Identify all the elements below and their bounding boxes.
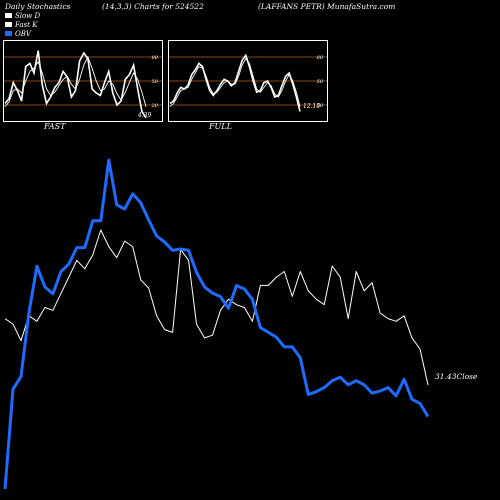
- fast-last-value-label: 4.39: [137, 112, 152, 119]
- legend-item-slow-d: Slow D: [5, 11, 40, 20]
- fast-series-fast-k: [4, 50, 147, 119]
- legend-swatch-obv: [5, 31, 12, 36]
- fast-level-label-20: 20: [151, 103, 159, 109]
- full-level-label-20: 20: [316, 103, 324, 109]
- last-price-label: 31.43Close: [435, 372, 478, 381]
- legend-label-slow-d: Slow D: [15, 11, 41, 20]
- legend-swatch-fast-k: [5, 22, 12, 27]
- fast-level-label-50: 50: [152, 79, 159, 85]
- chart-type-title: Daily Stochastics: [5, 2, 71, 11]
- legend-label-fast-k: Fast K: [15, 20, 38, 29]
- stock-name-title: (LAFFANS PETR) MunafaSutra.com: [258, 2, 396, 11]
- legend-item-fast-k: Fast K: [5, 20, 40, 29]
- fast-series-slow-d: [4, 55, 147, 107]
- legend-item-obv: OBV: [5, 29, 40, 38]
- legend: Slow D Fast K OBV: [5, 11, 40, 38]
- chart-params-title: (14,3,3) Charts for 524522: [102, 2, 204, 11]
- full-stochastic-panel: [168, 40, 328, 122]
- legend-swatch-slow-d: [5, 13, 12, 18]
- full-series-fast-k: [169, 53, 301, 112]
- legend-label-obv: OBV: [15, 29, 31, 38]
- full-series-slow-d: [169, 57, 301, 107]
- full-level-label-80: 80: [317, 55, 324, 61]
- fast-level-label-80: 80: [152, 55, 159, 61]
- fast-stochastic-panel: [3, 40, 163, 122]
- full-panel-label: FULL: [209, 122, 232, 131]
- full-level-label-50: 50: [317, 79, 324, 85]
- fast-panel-label: FAST: [44, 122, 66, 131]
- main-series-price: [4, 229, 429, 386]
- full-last-value-label: 12.15: [303, 103, 320, 110]
- main-series-obv: [3, 158, 430, 490]
